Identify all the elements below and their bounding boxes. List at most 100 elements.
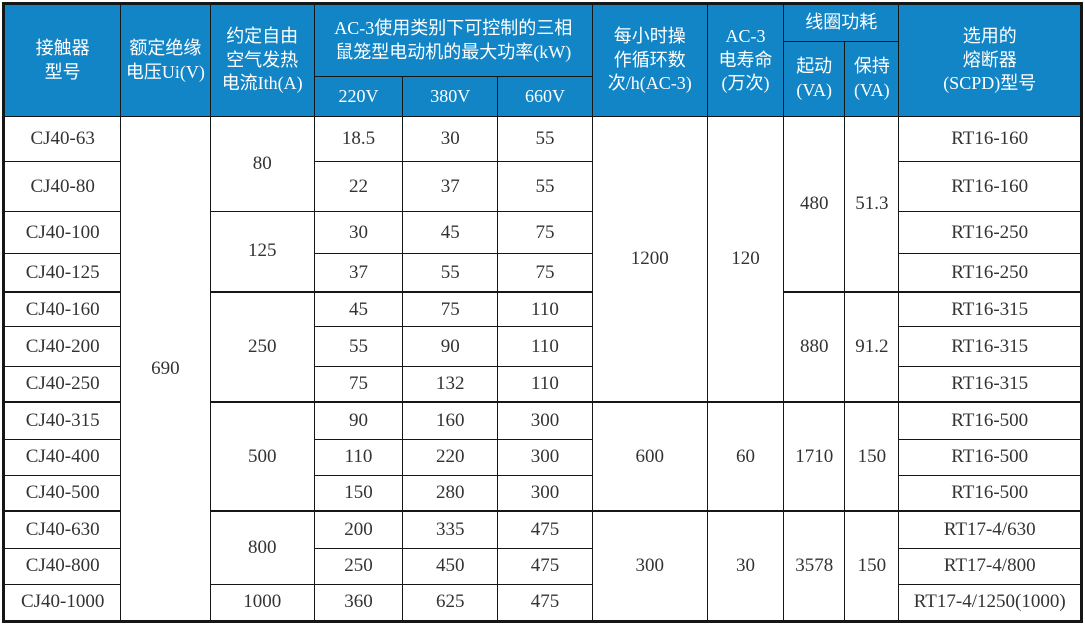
cell-p220: 18.5: [313, 115, 404, 163]
table-row: CJ40-630 800 200 335 475 300 30 3578 150…: [2, 510, 1082, 623]
cell-model: CJ40-315: [2, 401, 122, 440]
cell-p380: 45: [402, 211, 499, 255]
table-row: CJ40-1000 1000 360 625 475 RT17-4/1250(1…: [2, 583, 1082, 623]
cell-model: CJ40-200: [2, 326, 122, 368]
cell-p660: 110: [497, 326, 593, 368]
header-thermal-current: 约定自由 空气发热 电流Ith(A): [209, 3, 315, 117]
cell-p380: 55: [402, 253, 499, 293]
cell-ith: 80: [209, 115, 315, 213]
table-row: CJ40-125 37 55 75 RT16-250: [2, 253, 1082, 293]
cell-model: CJ40-160: [2, 290, 122, 328]
cell-p220: 150: [313, 474, 404, 512]
cell-cycles: 1200: [591, 116, 708, 403]
table-row: CJ40-200 55 90 110 RT16-315: [2, 326, 1082, 368]
header-ac3-max-power-group: AC-3使用类别下可控制的三相 鼠笼型电动机的最大功率(kW): [313, 3, 593, 77]
cell-p660: 300: [497, 474, 593, 512]
cell-p220: 22: [313, 161, 404, 213]
cell-model: CJ40-1000: [2, 583, 122, 623]
cell-coil-start: 880: [783, 290, 846, 403]
table-row: CJ40-160 250 45 75 110 880 91.2 RT16-315: [2, 290, 1082, 403]
header-cycles-per-hour: 每小时操 作循环数 次/h(AC-3): [591, 3, 708, 117]
table-row: CJ40-63 690 80 18.5 30 55 1200 120 480 5…: [2, 115, 1082, 622]
cell-p660: 300: [497, 438, 593, 476]
cell-p380: 90: [402, 326, 499, 368]
cell-p380: 75: [402, 290, 499, 328]
header-contactor-model: 接触器 型号: [2, 3, 122, 117]
header-electrical-life: AC-3 电寿命 (万次): [706, 3, 785, 117]
table-row: CJ40-100 125 30 45 75 RT16-250: [2, 211, 1082, 293]
cell-coil-start: 3578: [783, 510, 846, 623]
cell-model: CJ40-630: [2, 510, 122, 549]
cell-p380: 160: [402, 401, 499, 440]
cell-p380: 450: [402, 547, 499, 585]
cell-model: CJ40-800: [2, 547, 122, 585]
cell-model: CJ40-80: [2, 161, 122, 213]
cell-p380: 37: [402, 161, 499, 213]
cell-p660: 55: [497, 115, 593, 163]
cell-p220: 90: [313, 401, 404, 440]
cell-p220: 360: [313, 583, 404, 623]
cell-ith: 125: [209, 211, 315, 293]
cell-p660: 475: [497, 547, 593, 585]
cell-p380: 280: [402, 474, 499, 512]
cell-p660: 110: [497, 366, 593, 403]
cell-fuse: RT16-160: [898, 161, 1082, 213]
cell-life: 120: [706, 116, 785, 403]
cell-fuse: RT16-160: [898, 115, 1082, 163]
table-row: CJ40-400 110 220 300 RT16-500: [2, 438, 1082, 476]
cell-p220: 200: [313, 510, 404, 549]
cell-fuse: RT17-4/800: [898, 547, 1082, 585]
cell-model: CJ40-63: [2, 115, 122, 163]
cell-coil-hold: 51.3: [844, 115, 900, 293]
cell-p380: 220: [402, 438, 499, 476]
header-380v: 380V: [402, 76, 499, 117]
table-row: CJ40-315 500 90 160 300 600 60 1710 150 …: [2, 401, 1082, 512]
header-coil-hold: 保持 (VA): [844, 41, 900, 117]
header-row-1: 接触器 型号 额定绝缘 电压Ui(V) 约定自由 空气发热 电流Ith(A) A…: [2, 3, 1082, 117]
cell-fuse: RT17-4/1250(1000): [898, 583, 1082, 623]
header-row-2: 起动 (VA) 保持 (VA): [4, 41, 1082, 117]
cell-model: CJ40-400: [2, 438, 122, 476]
cell-p660: 75: [497, 253, 593, 293]
cell-p380: 335: [402, 510, 499, 549]
cell-p380: 625: [402, 583, 499, 623]
header-coil-start: 起动 (VA): [783, 41, 846, 117]
header-coil-power-group: 线圈功耗: [783, 3, 900, 42]
cell-p220: 75: [313, 366, 404, 403]
cell-fuse: RT16-500: [898, 438, 1082, 476]
cell-p660: 55: [497, 161, 593, 213]
cell-p220: 55: [313, 326, 404, 368]
cell-p220: 45: [313, 290, 404, 328]
cell-fuse: RT16-315: [898, 366, 1082, 403]
cell-coil-hold: 150: [844, 510, 900, 623]
cell-p660: 75: [497, 211, 593, 255]
table-row: CJ40-250 75 132 110 RT16-315: [2, 366, 1082, 403]
cell-p660: 475: [497, 510, 593, 549]
cell-fuse: RT16-315: [898, 326, 1082, 368]
cell-coil-start: 1710: [783, 401, 846, 512]
header-row-3: 220V 380V 660V: [4, 76, 1082, 117]
cell-cycles: 300: [591, 510, 708, 623]
cell-p220: 30: [313, 211, 404, 255]
cell-coil-hold: 91.2: [844, 290, 900, 403]
table-row: CJ40-500 150 280 300 RT16-500: [2, 474, 1082, 512]
table-row: CJ40-80 22 37 55 RT16-160: [2, 161, 1082, 213]
cell-p660: 300: [497, 401, 593, 440]
cell-fuse: RT16-250: [898, 211, 1082, 255]
cell-cycles: 600: [591, 401, 708, 512]
cell-model: CJ40-500: [2, 474, 122, 512]
cell-model: CJ40-100: [2, 211, 122, 255]
cell-p380: 132: [402, 366, 499, 403]
cell-ith: 250: [209, 290, 315, 403]
cell-p380: 30: [402, 115, 499, 163]
cell-life: 60: [706, 401, 785, 512]
cell-p220: 110: [313, 438, 404, 476]
cell-p220: 37: [313, 253, 404, 293]
cell-fuse: RT16-250: [898, 253, 1082, 293]
cell-coil-start: 480: [783, 115, 846, 293]
cell-fuse: RT16-500: [898, 474, 1082, 512]
table-row: CJ40-800 250 450 475 RT17-4/800: [2, 547, 1082, 585]
cell-fuse: RT16-500: [898, 401, 1082, 440]
